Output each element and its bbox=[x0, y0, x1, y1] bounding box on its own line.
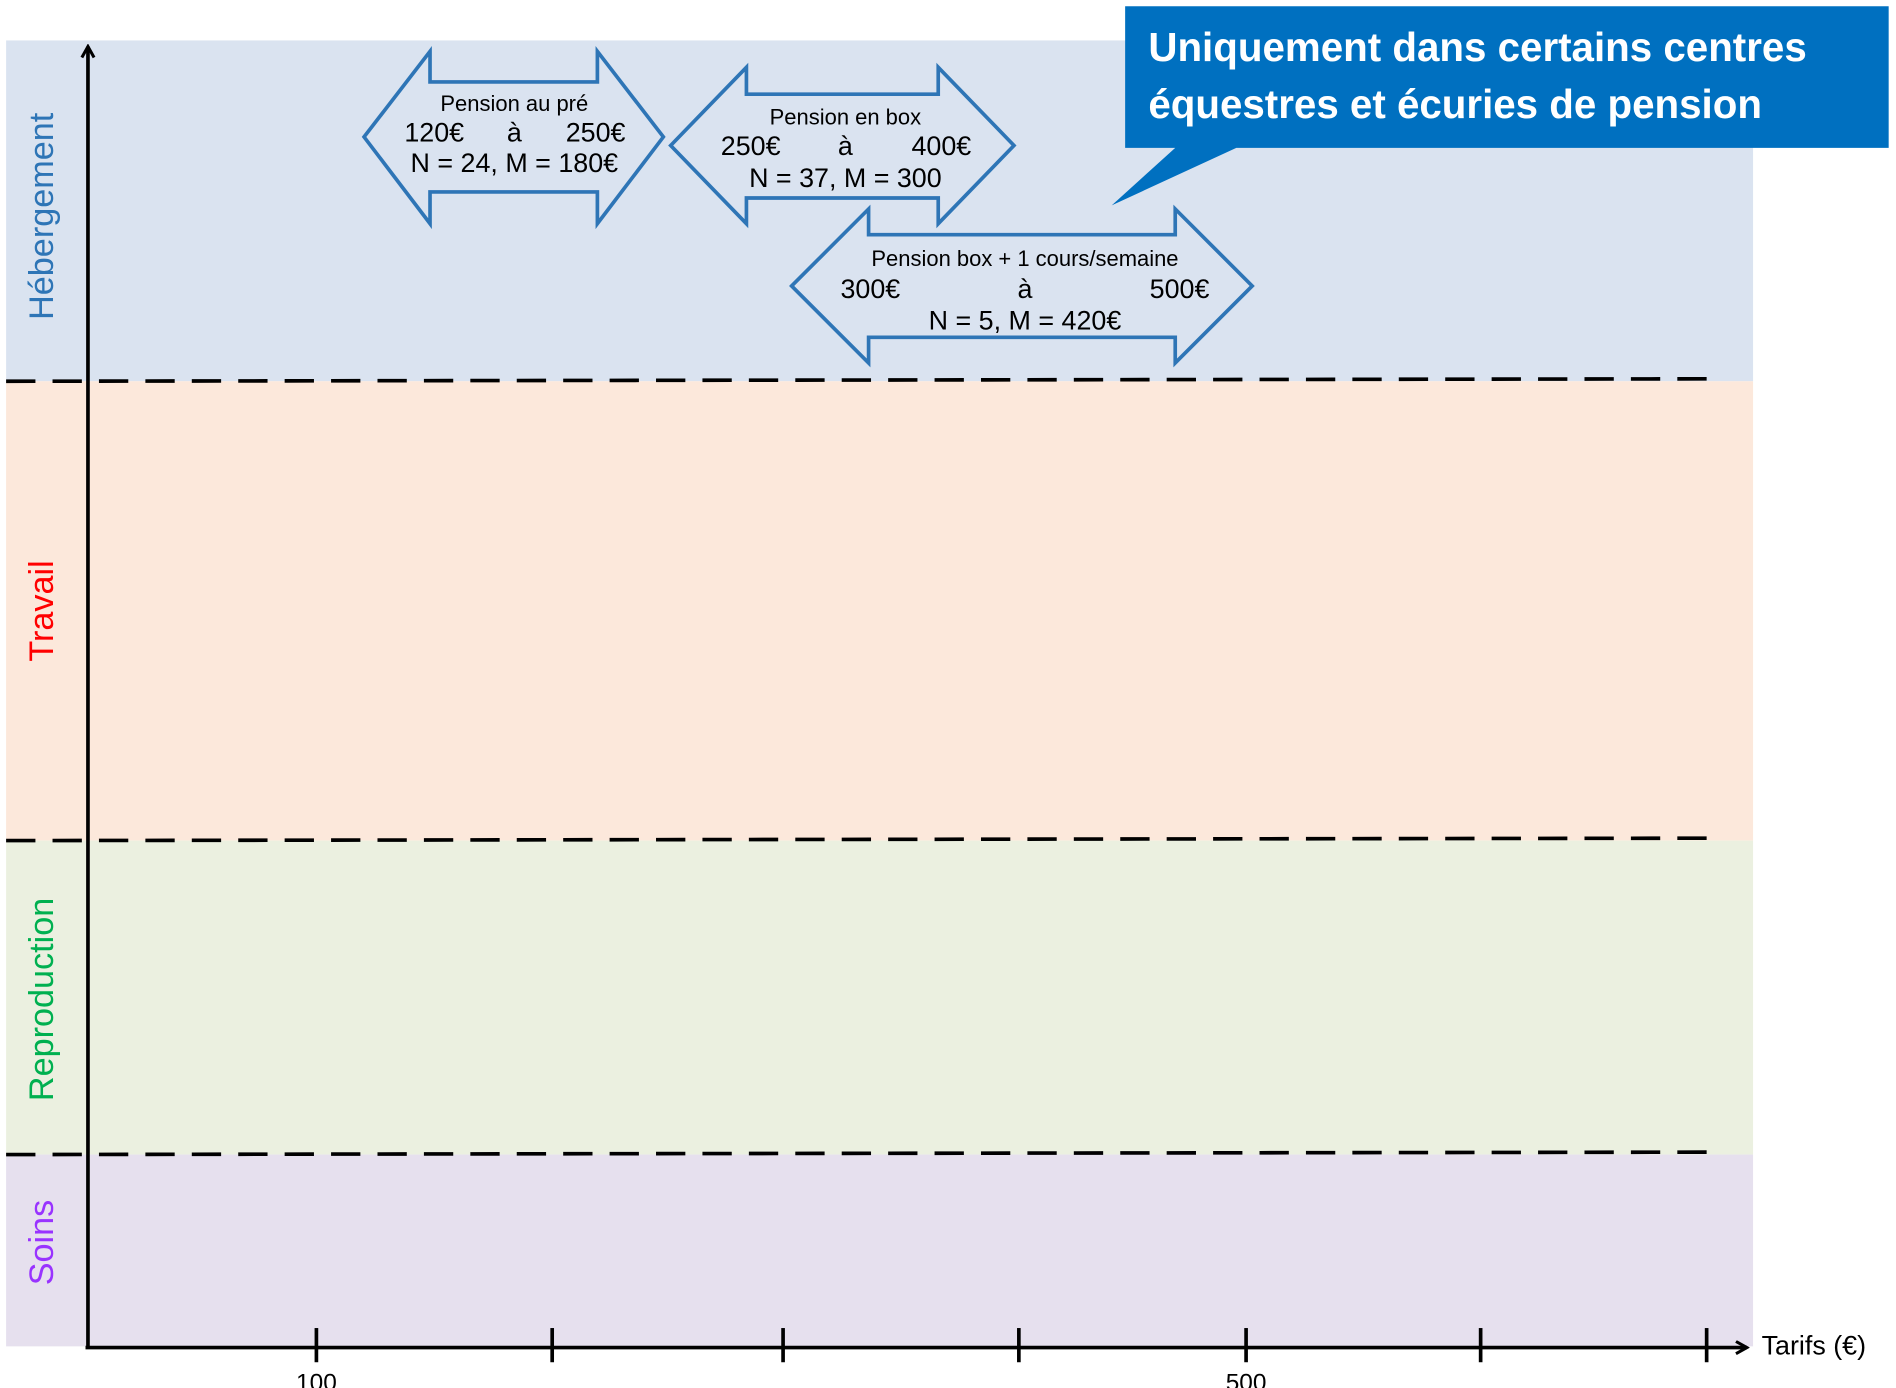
arrow-title: Pension au pré bbox=[440, 91, 588, 116]
double-arrow bbox=[789, 204, 1255, 368]
arrow-stats: N = 24, M = 180€ bbox=[411, 148, 619, 178]
double-arrow bbox=[668, 62, 1017, 229]
separators bbox=[6, 376, 1717, 1157]
range-to: 250€ bbox=[566, 118, 626, 148]
arrow-stats: N = 37, M = 300 bbox=[749, 163, 942, 193]
range-to: 500€ bbox=[1150, 274, 1210, 304]
band-label: Reproduction bbox=[23, 898, 61, 1101]
range-connector: à bbox=[1017, 274, 1032, 304]
range-connector: à bbox=[838, 131, 853, 161]
double-arrow bbox=[361, 46, 666, 230]
callout-text: Uniquement dans certains centres bbox=[1148, 25, 1806, 70]
tick-label: 500 bbox=[1226, 1370, 1267, 1388]
band-background bbox=[6, 1154, 1754, 1347]
axis-label: Tarifs (€) bbox=[1762, 1331, 1866, 1361]
arrow-stats: N = 5, M = 420€ bbox=[929, 306, 1122, 336]
ticks bbox=[314, 1328, 1709, 1363]
range-from: 120€ bbox=[404, 118, 464, 148]
callout-box bbox=[1111, 6, 1889, 206]
arrow-title: Pension en box bbox=[770, 104, 921, 129]
band-background bbox=[6, 840, 1754, 1155]
dashed-separator bbox=[6, 1150, 1717, 1157]
callout-text: équestres et écuries de pension bbox=[1148, 82, 1762, 127]
band-label: Hébergement bbox=[23, 112, 61, 320]
arrow-title: Pension box + 1 cours/semaine bbox=[871, 246, 1178, 271]
band-label: Soins bbox=[23, 1200, 61, 1286]
range-from: 250€ bbox=[721, 131, 781, 161]
band-background bbox=[6, 381, 1754, 841]
dashed-separator bbox=[6, 836, 1717, 843]
range-from: 300€ bbox=[840, 274, 900, 304]
tick-label: 100 bbox=[296, 1370, 337, 1388]
range-to: 400€ bbox=[911, 131, 971, 161]
dashed-separator bbox=[6, 376, 1717, 384]
range-connector: à bbox=[507, 118, 522, 148]
band-label: Travail bbox=[23, 560, 61, 661]
